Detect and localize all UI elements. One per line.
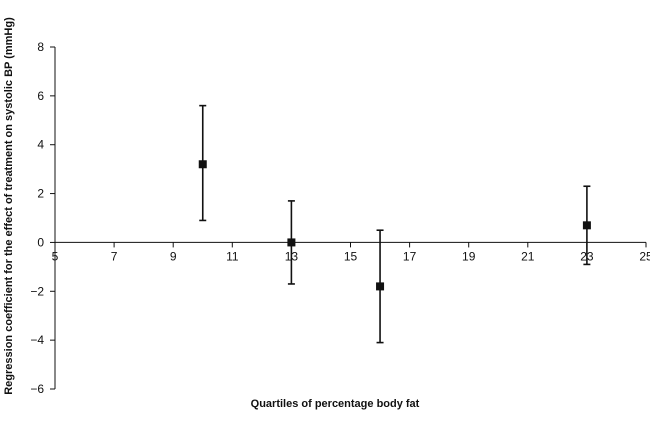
point-marker [287,238,296,247]
data-points-group [198,104,591,344]
y-tick-label: 2 [37,187,44,201]
point-marker [376,282,385,291]
data-point-4 [582,185,591,266]
x-ticks-group: 5 7 9 11 13 15 17 19 21 23 25 [52,242,650,263]
x-tick-label: 7 [111,249,118,263]
x-tick-label: 15 [344,249,358,263]
x-tick-label: 9 [170,249,177,263]
y-tick-label: −4 [30,333,44,347]
x-tick-label: 5 [52,249,59,263]
data-point-1 [198,104,207,222]
x-tick-label: 11 [226,249,239,263]
y-tick-label: 6 [37,89,44,103]
point-marker [582,221,591,230]
x-tick-label: 19 [462,249,476,263]
data-point-2 [287,200,296,285]
axes-group [54,47,646,389]
x-tick-label: 25 [639,249,650,263]
y-ticks-group: 8 6 4 2 0 −2 −4 −6 [30,40,55,396]
x-axis-title: Quartiles of percentage body fat [251,398,420,410]
y-tick-label: −6 [30,382,44,396]
y-tick-label: 4 [37,138,44,152]
y-tick-label: 8 [37,40,44,54]
y-tick-label: 0 [37,235,44,249]
x-tick-label: 21 [521,249,535,263]
x-tick-label: 17 [403,249,417,263]
y-axis-title: Regression coefficient for the effect of… [3,17,15,395]
y-tick-label: −2 [30,284,44,298]
data-point-3 [376,229,385,344]
point-marker [198,160,207,169]
